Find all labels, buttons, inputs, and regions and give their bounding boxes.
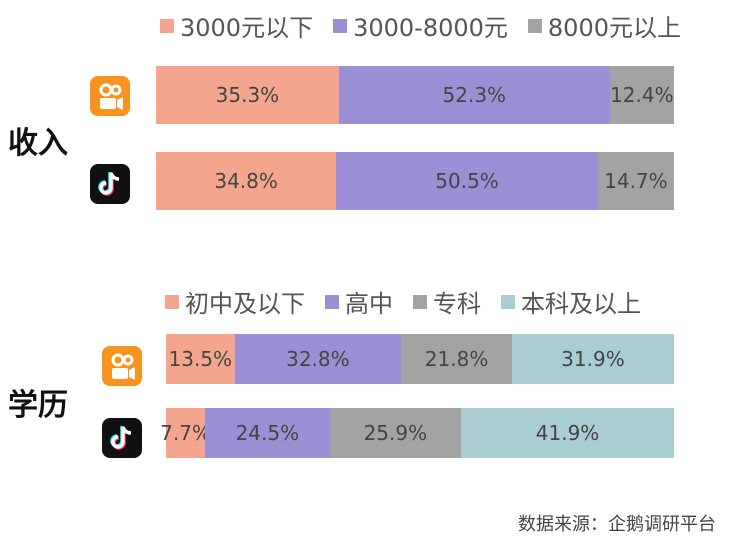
education-section-title: 学历 xyxy=(8,388,68,423)
legend-item: 3000元以下 xyxy=(160,8,313,43)
legend-label: 本科及以上 xyxy=(521,290,641,318)
bar-segment: 41.9% xyxy=(461,408,674,458)
education-legend: 初中及以下 高中 专科 本科及以上 xyxy=(165,284,661,319)
data-label: 34.8% xyxy=(214,169,278,193)
data-source-note: 数据来源：企鹅调研平台 xyxy=(518,514,716,535)
legend-item: 8000元以上 xyxy=(527,8,681,43)
legend-label: 初中及以下 xyxy=(185,290,305,318)
income-bar-douyin: 34.8% 50.5% 14.7% xyxy=(156,152,674,210)
data-label: 24.5% xyxy=(235,421,300,445)
bar-segment: 35.3% xyxy=(156,66,339,124)
bar-segment: 32.8% xyxy=(234,334,402,384)
data-label: 7.7% xyxy=(160,421,211,445)
education-bar-douyin: 7.7% 24.5% 25.9% 41.9% xyxy=(160,408,674,458)
tiktok-logo-icon xyxy=(90,164,130,204)
bar-segment: 21.8% xyxy=(401,334,512,384)
legend-swatch xyxy=(325,294,339,309)
data-label: 21.8% xyxy=(424,347,489,371)
income-section-title: 收入 xyxy=(8,126,68,161)
legend-swatch xyxy=(333,18,348,33)
legend-label: 3000元以下 xyxy=(180,14,314,42)
income-legend: 3000元以下 3000-8000元 8000元以上 xyxy=(160,8,701,43)
bar-segment: 13.5% xyxy=(166,334,235,384)
bar-segment: 14.7% xyxy=(597,152,674,210)
bar-segment: 52.3% xyxy=(338,66,610,124)
bar-segment: 25.9% xyxy=(329,408,462,458)
legend-item: 高中 xyxy=(325,284,393,319)
bar-segment: 7.7% xyxy=(160,408,211,458)
income-bar-kuaishou: 35.3% 52.3% 12.4% xyxy=(156,66,674,124)
data-label: 14.7% xyxy=(604,169,668,193)
bar-segment: 31.9% xyxy=(511,334,674,384)
bar-segment: 12.4% xyxy=(609,66,674,124)
bar-segment: 34.8% xyxy=(156,152,337,210)
legend-label: 3000-8000元 xyxy=(353,14,508,42)
legend-item: 初中及以下 xyxy=(165,284,305,319)
tiktok-logo-icon xyxy=(102,418,142,458)
data-label: 25.9% xyxy=(363,421,428,445)
legend-label: 8000元以上 xyxy=(547,14,681,42)
legend-label: 高中 xyxy=(345,290,393,318)
kuaishou-logo-icon xyxy=(90,76,130,116)
data-label: 50.5% xyxy=(435,169,499,193)
data-label: 35.3% xyxy=(215,83,280,107)
data-label: 52.3% xyxy=(442,83,507,107)
legend-swatch xyxy=(165,294,179,309)
bar-segment: 24.5% xyxy=(205,408,330,458)
data-label: 31.9% xyxy=(561,347,625,371)
legend-item: 3000-8000元 xyxy=(333,8,508,43)
legend-swatch xyxy=(160,18,174,33)
data-label: 41.9% xyxy=(535,421,600,445)
data-label: 13.5% xyxy=(168,347,233,371)
legend-swatch xyxy=(527,18,542,33)
education-bar-kuaishou: 13.5% 32.8% 21.8% 31.9% xyxy=(166,334,674,384)
data-label: 32.8% xyxy=(286,347,350,371)
legend-label: 专科 xyxy=(433,290,481,318)
legend-item: 专科 xyxy=(413,284,481,319)
legend-swatch xyxy=(501,294,515,309)
legend-swatch xyxy=(413,294,427,309)
legend-item: 本科及以上 xyxy=(501,284,641,319)
bar-segment: 50.5% xyxy=(336,152,598,210)
kuaishou-logo-icon xyxy=(102,346,142,386)
data-label: 12.4% xyxy=(610,83,674,107)
